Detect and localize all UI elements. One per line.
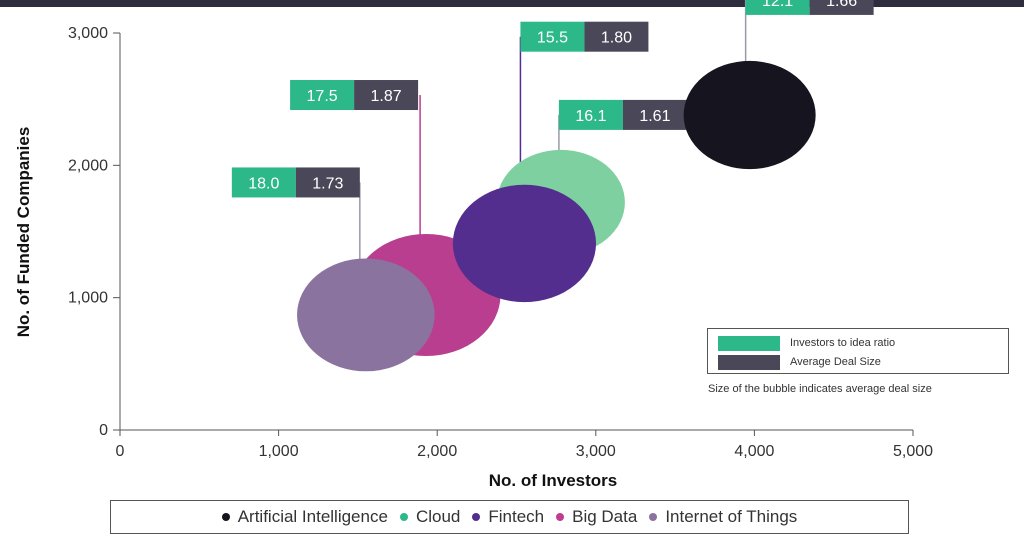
ratio-box-big-data: [290, 80, 355, 111]
category-legend-dot: [399, 513, 408, 521]
x-axis-title: No. of Investors: [489, 471, 617, 490]
bubble-labels: 16.1 1.61 17.5 1.87 18.0 1.73 15.5 1.80 12.1 1.66: [231, 0, 874, 307]
bubble-fintech: [452, 184, 597, 303]
x-tick-label: 4,000: [734, 443, 774, 460]
deal-box-fintech: [584, 21, 649, 52]
legend-label-deal-size: Average Deal Size: [790, 356, 881, 368]
y-tick-label: 1,000: [68, 290, 108, 307]
ratio-box-artificial-intelligence: [745, 0, 810, 15]
y-tick-label: 3,000: [68, 25, 108, 42]
category-legend-item-cloud: Cloud: [399, 507, 461, 527]
legend-item-deal-size: Average Deal Size: [718, 353, 881, 371]
ratio-box-fintech: [520, 21, 585, 52]
category-legend: Artificial Intelligence Cloud Fintech Big D…: [110, 500, 909, 534]
x-tick-label: 1,000: [259, 443, 299, 460]
category-legend-dot: [556, 513, 565, 521]
x-tick-label: 0: [116, 443, 125, 460]
category-legend-dot: [649, 513, 658, 521]
x-tick-label: 2,000: [417, 443, 457, 460]
category-legend-label: Internet of Things: [665, 507, 798, 526]
y-tick-label: 2,000: [68, 157, 108, 174]
legend-swatch-ratio: [718, 335, 780, 351]
category-legend-label: Fintech: [488, 507, 545, 526]
deal-box-internet-of-things: [295, 167, 360, 198]
category-legend-label: Cloud: [415, 507, 461, 526]
bubbles: [297, 60, 816, 372]
legend-swatch-deal-size: [718, 354, 780, 370]
deal-value-internet-of-things: 1.73: [312, 175, 343, 192]
ratio-value-artificial-intelligence: 12.1: [762, 0, 793, 10]
ratio-box-cloud: [558, 99, 623, 130]
legend-label-ratio: Investors to idea ratio: [790, 337, 896, 349]
legend-item-ratio: Investors to idea ratio: [718, 334, 895, 352]
deal-value-cloud: 1.61: [639, 108, 670, 125]
x-tick-label: 3,000: [576, 443, 616, 460]
category-legend-item-big-data: Big Data: [556, 507, 637, 527]
category-legend-item-fintech: Fintech: [472, 507, 544, 527]
y-axis-title: No. of Funded Companies: [14, 127, 33, 338]
bubble-size-note: Size of the bubble indicates average dea…: [708, 383, 932, 395]
category-legend-label: Big Data: [572, 507, 638, 526]
deal-value-artificial-intelligence: 1.66: [826, 0, 857, 10]
ratio-value-big-data: 17.5: [307, 88, 338, 105]
ratio-value-fintech: 15.5: [537, 30, 568, 47]
ratio-legend: Investors to idea ratio Average Deal Siz…: [707, 328, 1009, 374]
deal-box-big-data: [354, 80, 419, 111]
category-legend-label: Artificial Intelligence: [237, 507, 388, 526]
ratio-value-internet-of-things: 18.0: [248, 175, 279, 192]
deal-box-artificial-intelligence: [809, 0, 874, 15]
bubble-internet-of-things: [297, 258, 435, 372]
y-tick-label: 0: [99, 422, 108, 439]
deal-value-fintech: 1.80: [601, 30, 632, 47]
ratio-box-internet-of-things: [231, 167, 296, 198]
deal-box-cloud: [622, 99, 687, 130]
category-legend-dot: [221, 513, 230, 521]
ratio-value-cloud: 16.1: [575, 108, 606, 125]
bubble-artificial-intelligence: [683, 60, 816, 170]
category-legend-item-artificial-intelligence: Artificial Intelligence: [221, 507, 388, 527]
category-legend-dot: [472, 513, 481, 521]
axes: 0 1,000 2,000 3,000 0 1,000 2,000 3,000 4,000 5,0…: [68, 25, 933, 460]
x-tick-label: 5,000: [893, 443, 933, 460]
category-legend-item-internet-of-things: Internet of Things: [649, 507, 797, 527]
top-dark-bar: [0, 0, 1024, 7]
deal-value-big-data: 1.87: [371, 88, 402, 105]
